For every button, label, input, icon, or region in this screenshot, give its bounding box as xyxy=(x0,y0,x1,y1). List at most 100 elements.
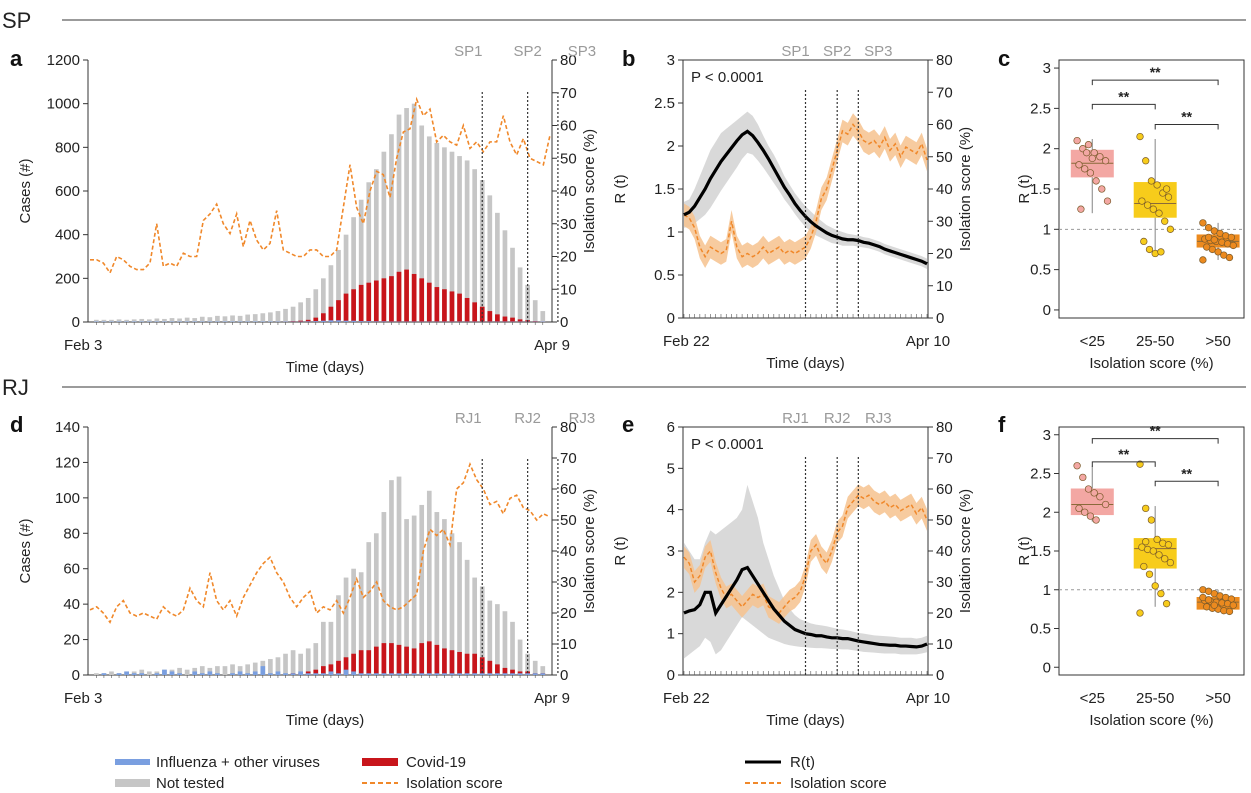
y-tick-label: 5 xyxy=(667,460,675,477)
box-data-point xyxy=(1161,555,1169,563)
y2-tick-label: 10 xyxy=(560,281,577,298)
bar-not-tested xyxy=(351,568,356,675)
bar-not-tested xyxy=(411,515,417,675)
box-data-point xyxy=(1096,153,1104,161)
bar-influenza xyxy=(343,320,349,322)
bar-influenza xyxy=(305,321,311,322)
box-data-point xyxy=(1079,473,1087,482)
bar-influenza xyxy=(343,669,349,675)
bar-influenza xyxy=(116,673,122,675)
bar-not-tested xyxy=(131,319,137,322)
bar-not-tested xyxy=(268,312,273,322)
isolation-score-line xyxy=(89,462,551,624)
bar-covid xyxy=(502,667,508,675)
bar-influenza xyxy=(207,671,213,675)
bar-covid xyxy=(510,669,515,675)
x-start-label: Feb 22 xyxy=(663,690,710,707)
bar-not-tested xyxy=(532,660,538,675)
bar-not-tested xyxy=(298,302,303,322)
y-tick-label: 0.5 xyxy=(654,267,675,284)
marker-label: RJ2 xyxy=(514,410,541,427)
bar-not-tested xyxy=(419,504,425,675)
bar-influenza xyxy=(101,673,107,675)
y2-tick-label: 20 xyxy=(936,246,953,263)
box-data-point xyxy=(1086,169,1095,177)
bar-not-tested xyxy=(139,318,145,322)
bar-influenza xyxy=(373,321,379,322)
rt-line xyxy=(683,129,928,266)
x-start-label: Feb 3 xyxy=(64,337,102,354)
bar-not-tested xyxy=(252,662,258,675)
box-data-point xyxy=(1081,165,1089,173)
y2-tick-label: 0 xyxy=(936,310,944,327)
significance-bracket xyxy=(1091,461,1156,467)
bar-not-tested xyxy=(442,519,447,675)
bar-covid xyxy=(479,306,485,322)
bar-not-tested xyxy=(260,313,266,322)
box-data-point xyxy=(1142,157,1150,165)
bar-not-tested xyxy=(502,230,508,322)
bar-not-tested xyxy=(154,318,160,322)
bar-not-tested xyxy=(237,666,243,675)
box-data-point xyxy=(1199,256,1207,264)
bar-not-tested xyxy=(283,653,288,675)
bar-not-tested xyxy=(237,315,243,322)
bar-influenza xyxy=(495,673,500,675)
y2-tick-label: 60 xyxy=(936,117,953,134)
bar-not-tested xyxy=(199,316,205,322)
y-tick-label: 3 xyxy=(667,52,675,69)
bar-covid xyxy=(411,273,417,322)
bar-influenza xyxy=(510,673,515,675)
bar-not-tested xyxy=(381,512,387,675)
bar-influenza xyxy=(283,673,288,675)
bar-influenza xyxy=(426,673,432,675)
y-tick-label: 0 xyxy=(1043,302,1051,319)
bar-covid xyxy=(336,660,341,675)
bar-not-tested xyxy=(207,317,213,322)
y-tick-label: 1.5 xyxy=(654,181,675,198)
bar-influenza xyxy=(479,673,485,675)
bar-not-tested xyxy=(328,265,334,322)
bar-not-tested xyxy=(245,314,251,322)
panel-letter-a: a xyxy=(10,46,23,71)
bar-not-tested xyxy=(162,318,167,322)
bar-influenza xyxy=(517,673,523,675)
bar-not-tested xyxy=(94,319,99,322)
bar-covid xyxy=(366,282,372,322)
x-category-label: >50 xyxy=(1205,333,1230,350)
x-axis-title: Time (days) xyxy=(286,359,365,376)
y2-tick-label: 40 xyxy=(936,181,953,198)
legend-label-rt: R(t) xyxy=(790,754,815,771)
bar-not-tested xyxy=(146,671,152,675)
x-axis-title: Time (days) xyxy=(286,712,365,729)
bar-not-tested xyxy=(177,318,182,322)
rt-confidence-band xyxy=(684,111,927,269)
bar-covid xyxy=(381,278,387,322)
section-label-rj: RJ xyxy=(2,375,29,400)
box-data-point xyxy=(1081,508,1089,516)
bar-not-tested xyxy=(184,317,190,322)
bar-not-tested xyxy=(404,108,409,323)
bar-not-tested xyxy=(396,476,402,675)
box-data-point xyxy=(1210,601,1218,609)
chart-panel-b: 0 0.5 1 1.5 2 2.5 3 R (t) 0 10 20 30 40 50 60 70 80 Isola… xyxy=(612,43,974,372)
bar-not-tested xyxy=(532,300,538,322)
bar-not-tested xyxy=(487,195,493,322)
p-value-annotation: P < 0.0001 xyxy=(691,69,764,86)
x-category-label: <25 xyxy=(1080,690,1105,707)
panel-letter-c: c xyxy=(998,46,1010,71)
y-tick-label: 400 xyxy=(55,227,80,244)
legend-label-influenza: Influenza + other viruses xyxy=(156,754,320,771)
panel-letter-d: d xyxy=(10,412,23,437)
bar-influenza xyxy=(434,673,440,675)
box-data-point xyxy=(1149,205,1157,213)
y-tick-label: 20 xyxy=(63,632,80,649)
bar-covid xyxy=(313,317,319,322)
bar-influenza xyxy=(464,673,470,675)
y2-tick-label: 30 xyxy=(936,574,953,591)
bar-not-tested xyxy=(268,659,273,675)
y2-tick-label: 20 xyxy=(560,249,577,266)
x-axis-title: Time (days) xyxy=(766,355,845,372)
y2-axis-title: Isolation score (%) xyxy=(957,489,974,613)
